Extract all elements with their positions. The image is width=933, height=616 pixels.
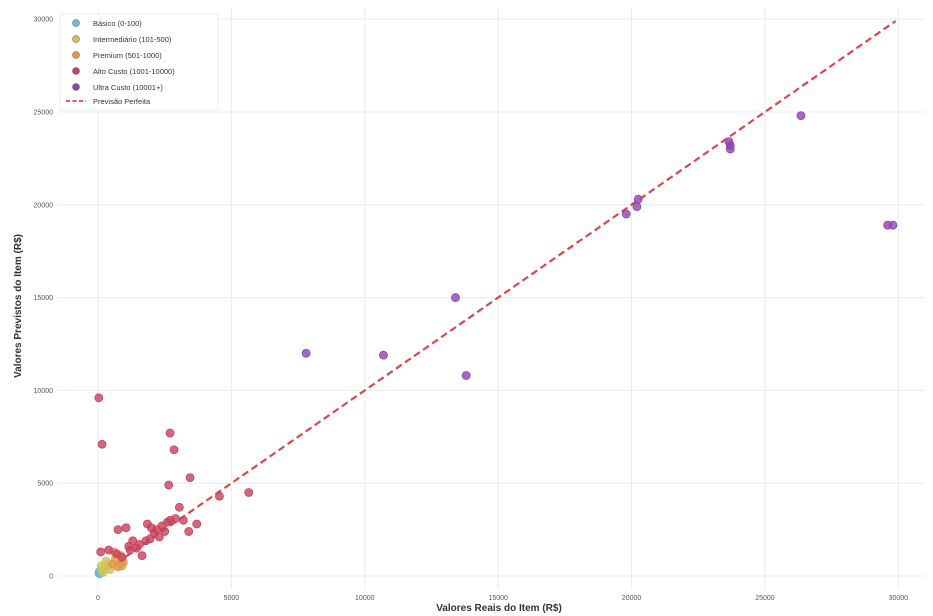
data-point <box>169 445 179 455</box>
data-point <box>113 525 123 535</box>
points-layer <box>94 111 898 579</box>
y-tick-label: 0 <box>49 574 53 581</box>
data-point <box>461 371 471 380</box>
legend-marker-ultra-custo <box>72 83 80 91</box>
legend-label-alto-custo: Alto Custo (1001-10000) <box>93 67 175 76</box>
data-point <box>117 553 127 562</box>
y-tick-label: 15000 <box>34 295 54 302</box>
y-tick-label: 5000 <box>37 481 53 488</box>
legend-label-basico: Básico (0-100) <box>93 19 142 28</box>
legend-label-reference-line: Previsão Perfeita <box>93 97 151 106</box>
x-tick-label: 10000 <box>355 595 375 602</box>
data-point <box>379 350 388 360</box>
y-tick-label: 25000 <box>34 109 54 116</box>
data-point <box>724 137 734 147</box>
data-point <box>154 532 164 542</box>
data-point <box>137 551 147 560</box>
x-axis-ticks: 0 5000 10000 15000 20000 25000 30000 <box>96 595 908 602</box>
legend: Básico (0-100) Intermediário (101-500) P… <box>59 13 219 111</box>
data-point <box>796 111 806 121</box>
data-point <box>165 428 175 438</box>
y-tick-label: 20000 <box>34 202 54 209</box>
x-axis-label: Valores Reais do Item (R$) <box>436 603 562 614</box>
data-point <box>174 502 184 512</box>
data-point <box>888 220 898 230</box>
data-point <box>97 439 107 449</box>
legend-label-premium: Premium (501-1000) <box>93 51 162 60</box>
data-point <box>141 536 151 546</box>
x-tick-label: 15000 <box>488 595 508 602</box>
data-point <box>633 194 643 204</box>
data-point <box>164 480 174 490</box>
data-point <box>121 523 131 533</box>
data-point <box>185 473 195 483</box>
x-tick-label: 25000 <box>755 595 775 602</box>
data-point <box>214 491 224 501</box>
data-point <box>117 561 127 571</box>
x-tick-label: 5000 <box>224 595 240 602</box>
reference-line-layer <box>97 20 897 577</box>
data-point <box>632 202 642 212</box>
data-point <box>134 540 144 549</box>
data-point <box>451 293 460 302</box>
y-tick-label: 30000 <box>34 17 54 24</box>
data-point <box>160 527 170 536</box>
data-point <box>104 545 114 555</box>
grid-lines <box>58 8 925 589</box>
legend-marker-basico <box>72 19 80 27</box>
data-point <box>184 527 194 536</box>
legend-marker-premium <box>72 51 80 59</box>
data-point <box>165 515 175 525</box>
x-tick-label: 20000 <box>622 595 642 602</box>
legend-marker-alto-custo <box>72 67 80 75</box>
reference-line <box>97 20 897 577</box>
data-point <box>301 348 311 358</box>
data-point <box>125 545 135 555</box>
y-tick-label: 10000 <box>34 388 54 395</box>
data-point <box>96 547 106 557</box>
data-point <box>128 536 138 546</box>
data-point <box>244 488 254 497</box>
x-tick-label: 0 <box>96 595 100 602</box>
data-point <box>178 515 188 525</box>
legend-label-ultra-custo: Ultra Custo (10001+) <box>93 83 163 92</box>
data-point <box>94 393 104 403</box>
legend-marker-intermediario <box>72 35 80 43</box>
legend-box <box>59 13 219 111</box>
legend-label-intermediario: Intermediário (101-500) <box>93 35 172 44</box>
data-point <box>192 519 202 529</box>
y-axis-label: Valores Previstos do Item (R$) <box>13 234 24 378</box>
data-point <box>96 561 106 571</box>
data-point <box>146 523 156 533</box>
y-axis-ticks: 0 5000 10000 15000 20000 25000 30000 <box>34 17 54 581</box>
data-point <box>621 209 631 219</box>
x-tick-label: 30000 <box>889 595 909 602</box>
